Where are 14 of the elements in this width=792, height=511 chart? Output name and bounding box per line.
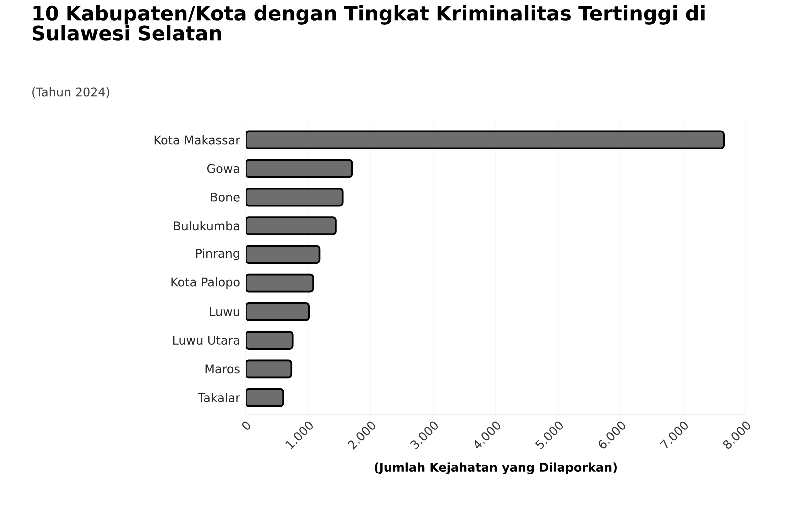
y-tick-label: Luwu: [210, 307, 240, 316]
y-tick-label: Pinrang: [196, 248, 240, 260]
y-tick-label: Maros: [206, 364, 240, 374]
y-tick-label: Kota Palopo: [172, 278, 240, 290]
x-tick-label: 0: [242, 422, 251, 430]
x-axis-title: (Jumlah Kejahatan yang Dilaporkan): [375, 462, 618, 474]
y-tick-label: Gowa: [207, 164, 240, 174]
y-tick-label: Bone: [211, 192, 240, 202]
y-tick-label: Kota Makassar: [154, 136, 241, 145]
text: (Tahun 2024): [32, 88, 110, 98]
chart-title: 10 Kabupaten/Kota dengan Tingkat Kriminalitas Tertinggi di Sulawesi Selatan: [32, 6, 705, 41]
y-tick-label: Bulukumba: [174, 221, 240, 231]
y-tick-label: Takalar: [198, 393, 241, 402]
y-tick-label: Luwu Utara: [173, 336, 240, 345]
